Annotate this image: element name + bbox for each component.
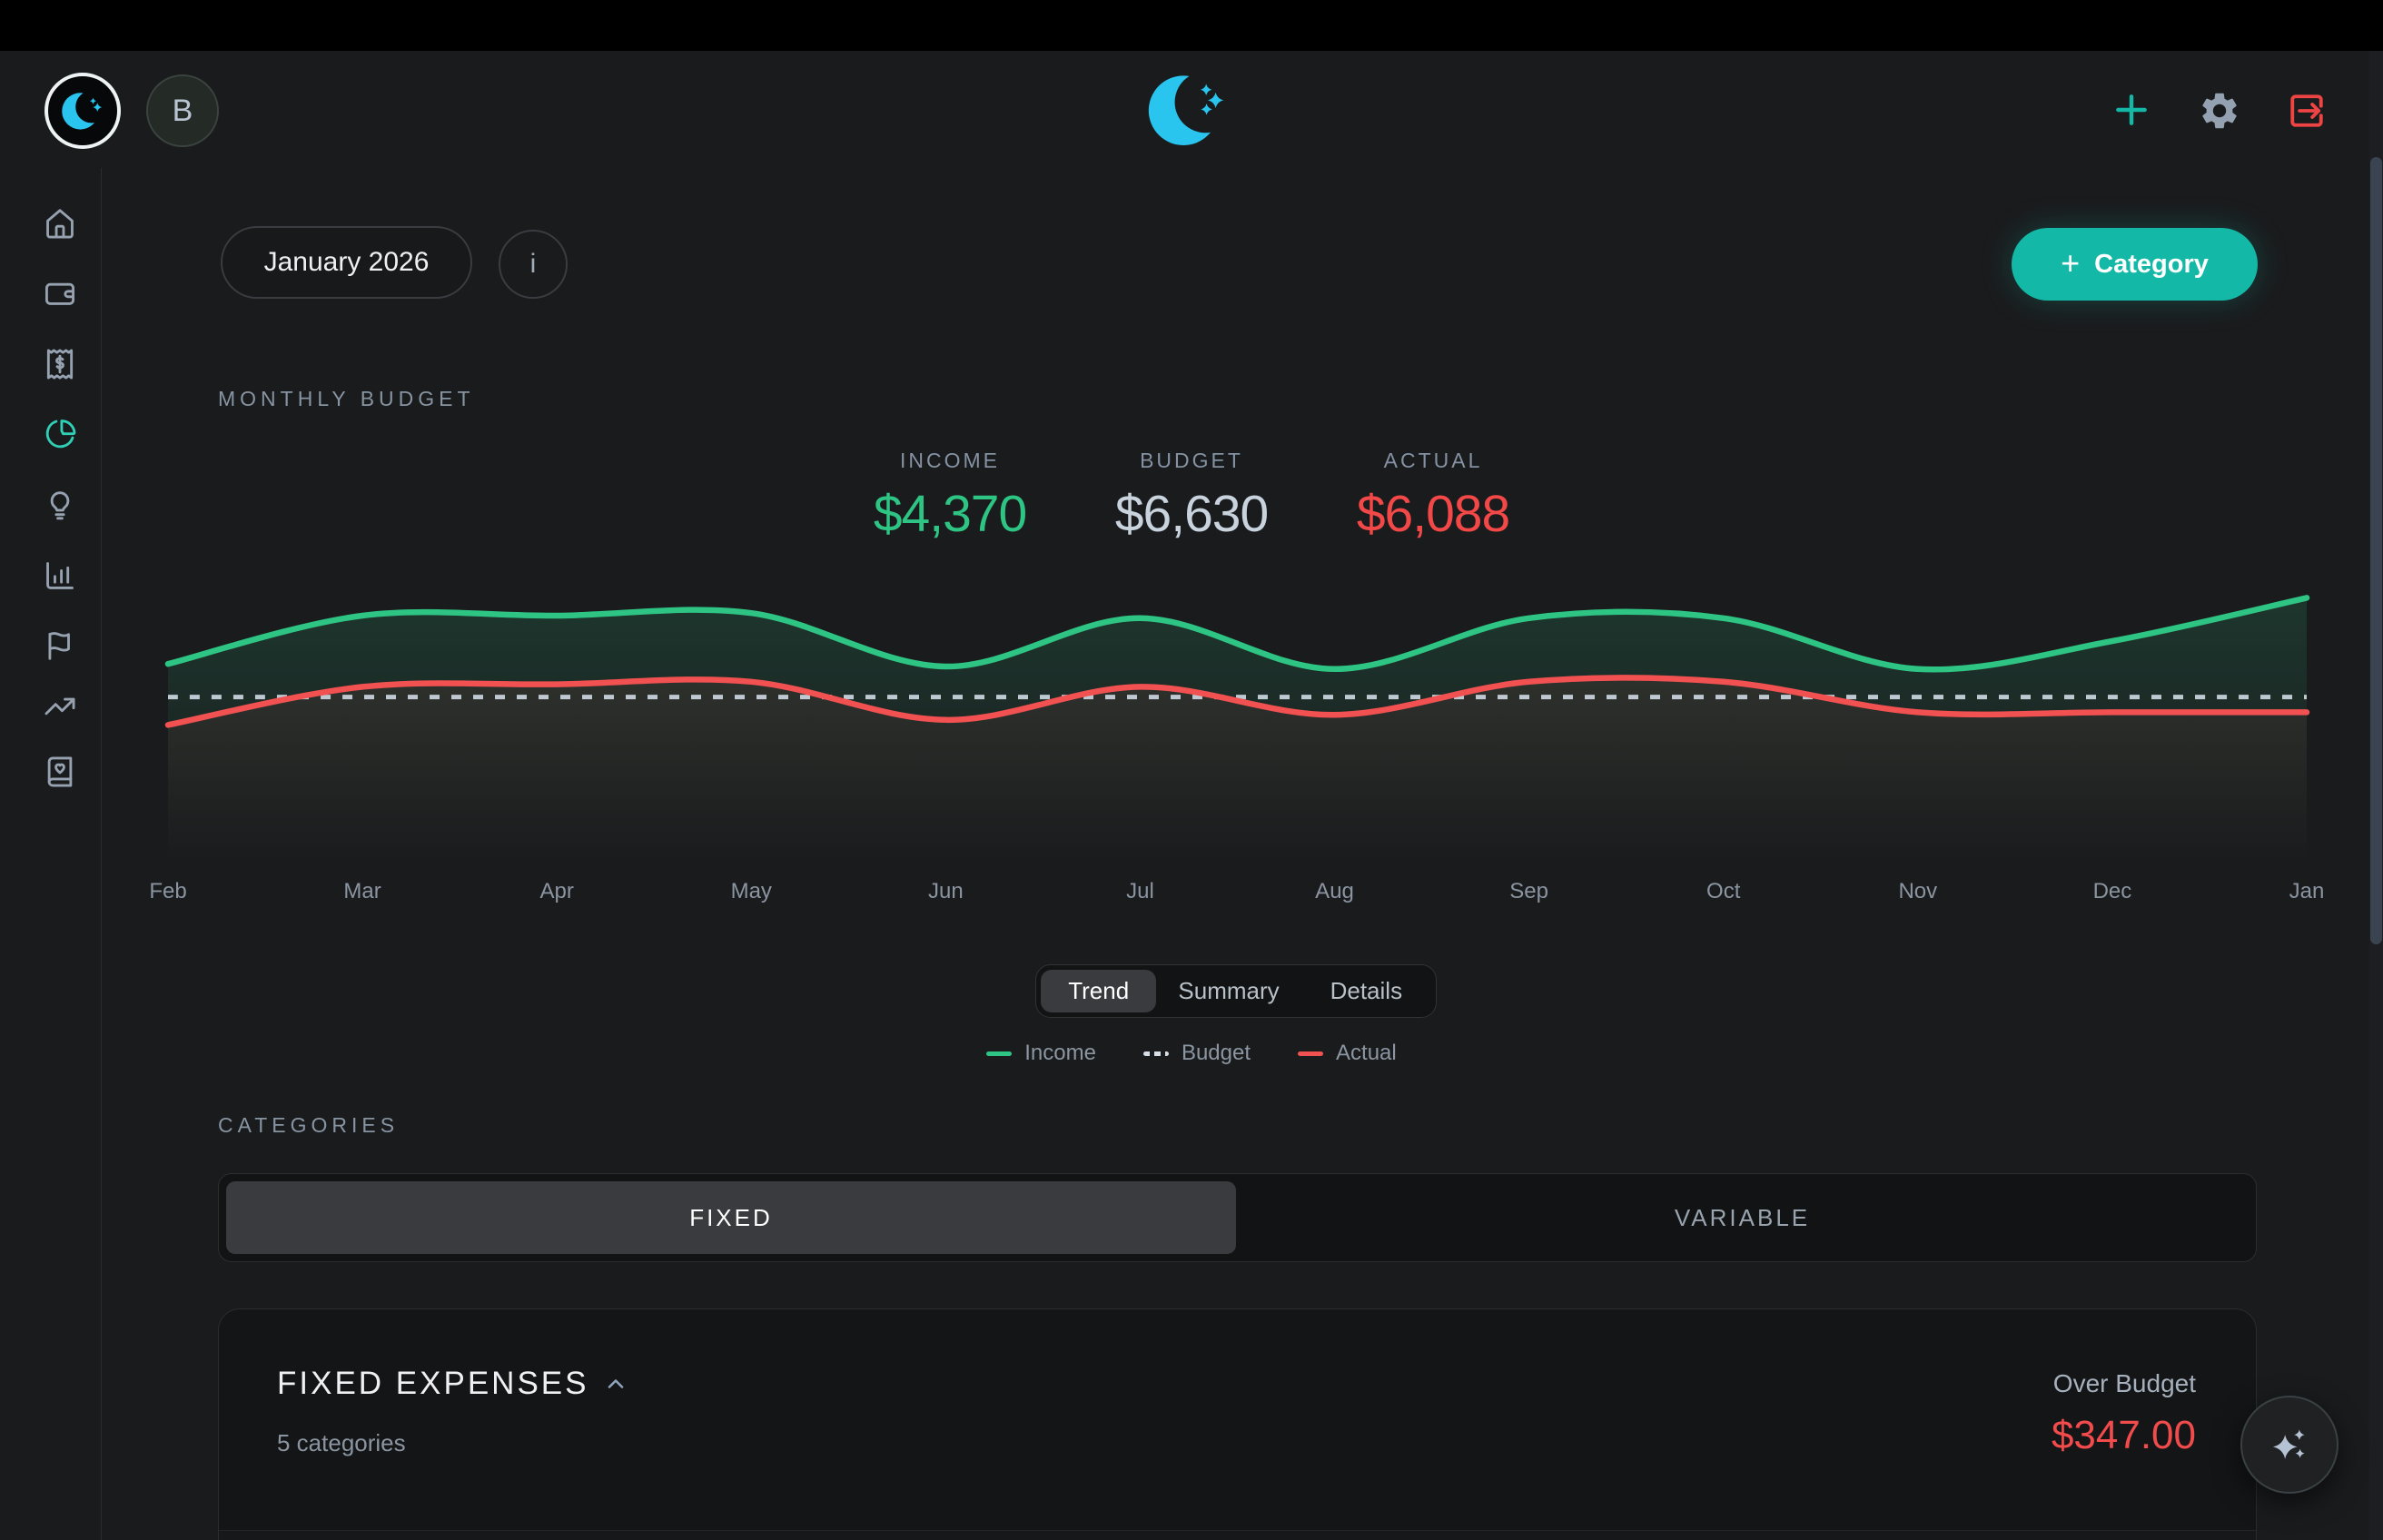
group-title: FIXED EXPENSES: [277, 1366, 589, 1401]
home-icon: [46, 209, 74, 239]
scrollbar-thumb[interactable]: [2370, 157, 2382, 944]
tab-fixed[interactable]: FIXED: [226, 1181, 1236, 1254]
fixed-expenses-header[interactable]: FIXED EXPENSES: [277, 1366, 628, 1402]
sidebar-item-trends[interactable]: [43, 689, 77, 724]
categories-title: CATEGORIES: [218, 1113, 400, 1137]
add-category-label: Category: [2094, 249, 2209, 279]
stat-actual-value: $6,088: [1356, 485, 1510, 543]
sidebar-item-transactions[interactable]: [43, 347, 77, 381]
chart-view-tabs: Trend Summary Details: [1035, 964, 1437, 1018]
group-meta: 5 categories: [277, 1429, 406, 1456]
x-axis-label-mar: Mar: [343, 879, 381, 903]
plus-icon: [2116, 94, 2147, 125]
x-axis-label-apr: Apr: [539, 879, 574, 903]
actual-area: [168, 677, 2307, 906]
tab-trend[interactable]: Trend: [1041, 970, 1157, 1012]
stat-budget-value: $6,630: [1114, 485, 1269, 543]
month-selector[interactable]: January 2026: [221, 226, 472, 299]
legend-income-swatch: [986, 1051, 1013, 1056]
top-strip: [0, 0, 2383, 51]
legend-actual-label: Actual: [1336, 1041, 1397, 1065]
sidebar-item-accounts[interactable]: [43, 276, 77, 311]
stat-actual: ACTUAL $6,088: [1356, 449, 1510, 544]
legend-budget-swatch: [1142, 1051, 1169, 1056]
crescent-moon-icon: [1148, 71, 1237, 145]
plus-icon: +: [2061, 243, 2081, 281]
trending-up-icon: [44, 697, 75, 716]
add-button[interactable]: [2111, 90, 2151, 130]
info-icon: i: [529, 249, 537, 279]
budget-stats: INCOME $4,370 BUDGET $6,630 ACTUAL $6,08…: [0, 449, 2383, 544]
legend-budget: Budget: [1142, 1041, 1251, 1066]
sidebar-item-goals[interactable]: [43, 628, 77, 663]
bar-chart-icon: [46, 562, 74, 589]
sparkles-icon: [2272, 1429, 2305, 1459]
fixed-expenses-card: FIXED EXPENSES 5 categories Over Budget …: [218, 1308, 2257, 1540]
avatar[interactable]: B: [146, 74, 219, 147]
sidebar-item-home[interactable]: [43, 206, 77, 241]
x-axis-label-feb: Feb: [149, 879, 187, 903]
receipt-dollar-icon: [46, 349, 74, 380]
x-axis-label-sep: Sep: [1509, 879, 1548, 903]
tab-variable[interactable]: VARIABLE: [1674, 1203, 1811, 1231]
stat-budget: BUDGET $6,630: [1114, 449, 1269, 544]
tab-summary[interactable]: Summary: [1178, 977, 1280, 1004]
legend-income-label: Income: [1024, 1041, 1096, 1065]
trend-chart: Feb Mar Apr May Jun Jul Aug Sep Oct Nov Dec Jan: [0, 563, 2383, 908]
flag-icon: [48, 632, 70, 660]
x-axis-label-oct: Oct: [1706, 879, 1741, 903]
pie-chart-icon: [45, 420, 76, 449]
stat-budget-label: BUDGET: [1140, 449, 1243, 472]
trend-chart-svg: [164, 595, 2310, 906]
x-axis-label-dec: Dec: [2092, 879, 2132, 903]
sidebar-item-wishlist[interactable]: [43, 755, 77, 789]
x-axis-label-aug: Aug: [1315, 879, 1354, 903]
x-axis-label-jul: Jul: [1126, 879, 1154, 903]
gear-icon: [2202, 93, 2237, 129]
card-divider: [219, 1530, 2256, 1531]
wallet-icon: [45, 282, 74, 305]
add-category-button[interactable]: + Category: [2012, 228, 2258, 301]
x-axis-label-nov: Nov: [1898, 879, 1938, 903]
stat-income-label: INCOME: [900, 449, 1000, 472]
logout-icon: [2290, 94, 2323, 127]
sidebar-item-reports[interactable]: [43, 558, 77, 593]
legend-actual-swatch: [1298, 1051, 1324, 1056]
legend-budget-label: Budget: [1181, 1041, 1251, 1065]
x-axis-label-jan: Jan: [2289, 879, 2325, 903]
month-label: January 2026: [263, 247, 430, 277]
app-logo-button[interactable]: [44, 73, 121, 149]
stat-income-value: $4,370: [873, 485, 1027, 543]
legend-income: Income: [986, 1041, 1096, 1066]
stat-income: INCOME $4,370: [873, 449, 1027, 544]
logout-button[interactable]: [2288, 92, 2326, 130]
legend-actual: Actual: [1298, 1041, 1397, 1066]
header-logo: [1143, 64, 1237, 154]
lightbulb-icon: [50, 491, 70, 520]
ai-assistant-fab[interactable]: [2240, 1396, 2339, 1494]
x-axis-label-jun: Jun: [928, 879, 964, 903]
group-status-value: $347.00: [2051, 1413, 2196, 1457]
tab-details[interactable]: Details: [1330, 977, 1403, 1004]
sidebar-item-insights[interactable]: [43, 487, 77, 521]
monthly-budget-title: MONTHLY BUDGET: [218, 387, 475, 410]
chart-legend: Income Budget Actual: [0, 1041, 2383, 1066]
group-status-label: Over Budget: [2052, 1369, 2196, 1397]
settings-button[interactable]: [2198, 89, 2241, 133]
stat-actual-label: ACTUAL: [1383, 449, 1483, 472]
avatar-initial: B: [172, 93, 193, 128]
actual-line: [164, 675, 2310, 728]
crescent-moon-icon: [62, 90, 106, 130]
sidebar-divider: [101, 168, 102, 1540]
info-button[interactable]: i: [499, 230, 568, 299]
sidebar-item-budget[interactable]: [43, 417, 77, 451]
chevron-up-icon: [608, 1379, 624, 1388]
x-axis-label-may: May: [730, 879, 772, 903]
category-type-tabs: FIXED VARIABLE: [218, 1173, 2257, 1262]
book-heart-icon: [47, 756, 73, 787]
card-list-area: [219, 1531, 2256, 1540]
income-line: [164, 595, 2310, 673]
